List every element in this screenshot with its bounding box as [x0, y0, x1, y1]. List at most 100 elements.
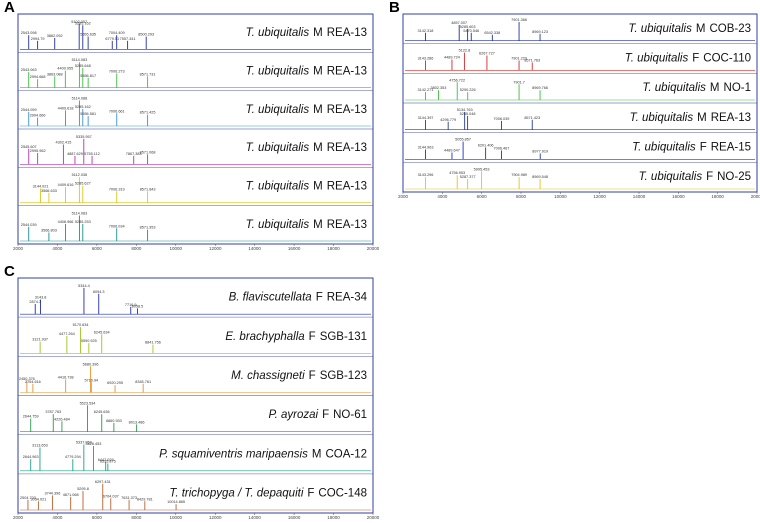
peak-label: 2644.759: [23, 415, 39, 419]
spectrum-title: T. ubiquitalis M NO-1: [642, 82, 751, 94]
sex: M: [696, 23, 706, 35]
species: T. ubiquitalis: [246, 181, 310, 193]
x-tick-label: 2000: [13, 515, 24, 520]
peak-label: 3744.396: [44, 491, 60, 495]
peak-label: 8969.123: [532, 30, 548, 34]
spectrum-title: T. ubiquitalis M REA-13: [246, 219, 367, 231]
peak-label: 4779.294: [65, 455, 81, 459]
code: COC-110: [703, 53, 751, 65]
peak-label: 5114.088: [72, 97, 88, 101]
peak-label: 5556.817: [80, 74, 96, 78]
peak-label: 5995.453: [474, 167, 490, 171]
spectrum-title: T. ubiquitalis M REA-13: [246, 66, 367, 78]
peak-label: 8571.843: [140, 187, 156, 191]
sex: M: [313, 142, 323, 154]
peak-label: 6245.634: [94, 330, 110, 334]
peak-label: 4400.955: [57, 67, 73, 71]
row-frame: [17, 395, 374, 435]
peak-label: 7006.039: [494, 117, 510, 121]
peak-label: 6201.406: [478, 144, 494, 148]
sex: M: [312, 448, 322, 460]
spectrum-title: T. ubiquitalis M REA-13: [246, 104, 367, 116]
spectrum-title: T. ubiquitalis F NO-25: [639, 171, 751, 183]
peak-label: 5102.057: [71, 20, 87, 24]
species: T. ubiquitalis: [246, 142, 310, 154]
peak-label: 8013.486: [129, 420, 145, 424]
peak-label: 6542.338: [484, 31, 500, 35]
x-tick-label: 4000: [52, 246, 63, 251]
peak-label: 5680.396: [83, 362, 99, 366]
x-tick-label: 12000: [209, 246, 222, 251]
spectrum-title: B. flaviscutellata F REA-34: [229, 292, 368, 304]
x-tick-label: 14000: [248, 515, 261, 520]
peak-label: 6555.875: [100, 460, 116, 464]
spectrum-title: E. brachyphalla F SGB-131: [225, 331, 367, 343]
peak-label: 6920.295: [107, 381, 123, 385]
peak-label: 4409.616: [58, 183, 74, 187]
sex: F: [309, 331, 316, 343]
species: T. ubiquitalis: [625, 53, 689, 65]
peak-label: 7631.373: [121, 496, 137, 500]
spectrum: 3121.937 4477.264 5170.634 6245.634 5590.925…: [17, 316, 374, 357]
peak-label: 8571.068: [140, 150, 156, 154]
peak-label: 7006.273: [109, 70, 125, 74]
code: NO-25: [717, 171, 751, 183]
species: T. ubiquitalis: [630, 112, 694, 124]
peak-label: 6860.933: [106, 419, 122, 423]
peak-label: 5590.925: [81, 339, 97, 343]
peak-label: 4489.724: [444, 56, 460, 60]
peak-label: 5114.083: [72, 58, 88, 62]
peak-label: 6779.51: [105, 37, 119, 41]
peak-label: 5114.083: [72, 212, 88, 216]
sex: F: [316, 292, 323, 304]
peak-label: 3144.021: [33, 185, 49, 189]
peak-label: 3787.763: [45, 410, 61, 414]
peak-label: 3566.803: [41, 229, 57, 233]
x-tick-label: 10000: [554, 194, 567, 199]
peak-label: 4857.007: [451, 21, 467, 25]
peak-label: 8500.293: [138, 33, 154, 37]
x-tick-label: 14000: [633, 194, 646, 199]
code: NO-61: [333, 409, 367, 421]
peak-label: 2994.666: [30, 114, 46, 118]
peak-label: 5285.603: [460, 25, 476, 29]
peak-label: 2874.3: [29, 300, 41, 304]
x-tick-label: 8000: [131, 246, 142, 251]
peak-label: 8969.548: [532, 175, 548, 179]
peak-label: 8571.731: [140, 72, 156, 76]
sex: F: [307, 487, 314, 499]
spectrum: 2644.759 3787.763 4226.484 5523.534 6245.636…: [17, 395, 374, 435]
species: T. ubiquitalis: [628, 23, 692, 35]
code: REA-13: [327, 66, 367, 78]
x-tick-label: 18000: [327, 515, 340, 520]
peak-label: 3121.937: [32, 338, 48, 342]
species: T. ubiquitalis: [246, 104, 310, 116]
panel-frame: [402, 13, 758, 193]
x-tick-label: 12000: [209, 515, 222, 520]
peak-label: 5337.959: [76, 441, 92, 445]
peak-label: 8977.919: [532, 149, 548, 153]
sex: F: [692, 53, 699, 65]
species: T. ubiquitalis: [246, 219, 310, 231]
peak-label: 7867.383: [126, 152, 142, 156]
x-tick-label: 16000: [672, 194, 685, 199]
spectrum-title: T. ubiquitalis M REA-13: [246, 27, 367, 39]
peak-label: 3144.397: [418, 116, 434, 120]
peak-label: 5285.253: [75, 220, 91, 224]
spectrum-title: T. trichopyga / T. depaquiti F COC-148: [169, 487, 367, 499]
peak-label: 6094.3: [93, 290, 105, 294]
peak-label: 4756.722: [449, 78, 465, 82]
sex: F: [309, 370, 316, 382]
peak-label: 3143.286: [418, 57, 434, 61]
peak-label: 2450.376: [19, 377, 35, 381]
spectrum-title: T. ubiquitalis F COC-110: [625, 53, 751, 65]
x-tick-label: 8000: [131, 515, 142, 520]
x-tick-label: 10000: [170, 246, 183, 251]
panel: B 2000 4000 6000 8000 10000 12000 14000 16000 180…: [389, 0, 760, 199]
sex: F: [322, 409, 329, 421]
x-tick-label: 14000: [248, 246, 261, 251]
peak-label: 5295.8: [77, 487, 89, 491]
species: T. ubiquitalis: [642, 82, 706, 94]
